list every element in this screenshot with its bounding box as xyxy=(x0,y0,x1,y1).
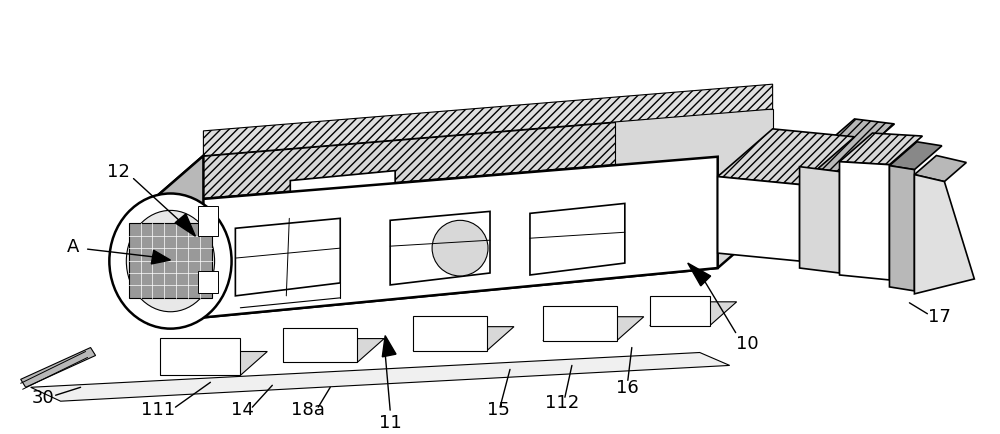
Text: 15: 15 xyxy=(487,400,509,418)
Polygon shape xyxy=(151,251,170,264)
Polygon shape xyxy=(840,162,889,280)
Polygon shape xyxy=(688,263,711,286)
FancyBboxPatch shape xyxy=(198,271,218,293)
Text: 11: 11 xyxy=(379,413,402,431)
Polygon shape xyxy=(283,339,384,362)
Text: 16: 16 xyxy=(616,378,639,396)
Polygon shape xyxy=(530,204,625,275)
Polygon shape xyxy=(914,156,966,182)
Text: 12: 12 xyxy=(107,162,130,180)
Polygon shape xyxy=(290,171,395,249)
Polygon shape xyxy=(160,352,267,375)
FancyBboxPatch shape xyxy=(198,207,218,237)
Polygon shape xyxy=(160,338,240,375)
Polygon shape xyxy=(235,219,340,296)
Text: 14: 14 xyxy=(231,400,254,418)
Polygon shape xyxy=(718,130,855,185)
Polygon shape xyxy=(889,142,942,170)
Text: 111: 111 xyxy=(141,400,176,418)
Polygon shape xyxy=(382,336,396,357)
FancyBboxPatch shape xyxy=(129,224,212,298)
Polygon shape xyxy=(390,212,490,285)
Polygon shape xyxy=(203,85,773,156)
Ellipse shape xyxy=(126,211,215,312)
Polygon shape xyxy=(650,302,737,326)
Ellipse shape xyxy=(109,194,232,329)
Text: 30: 30 xyxy=(31,388,54,406)
Polygon shape xyxy=(543,317,644,341)
Polygon shape xyxy=(543,306,617,341)
Text: A: A xyxy=(66,237,79,256)
Polygon shape xyxy=(800,120,894,172)
Polygon shape xyxy=(889,166,914,291)
Polygon shape xyxy=(615,110,773,174)
Text: 10: 10 xyxy=(736,334,759,352)
Polygon shape xyxy=(840,134,922,165)
Text: 18a: 18a xyxy=(291,400,325,418)
Polygon shape xyxy=(914,175,974,294)
Polygon shape xyxy=(413,316,487,351)
Polygon shape xyxy=(21,348,96,388)
Text: 112: 112 xyxy=(545,393,579,411)
Polygon shape xyxy=(148,110,773,204)
Text: 17: 17 xyxy=(928,307,951,325)
Polygon shape xyxy=(283,328,357,362)
Polygon shape xyxy=(800,167,840,273)
Circle shape xyxy=(432,221,488,276)
Polygon shape xyxy=(413,327,514,351)
Polygon shape xyxy=(650,296,710,326)
Polygon shape xyxy=(175,214,195,237)
Polygon shape xyxy=(148,158,718,323)
Polygon shape xyxy=(718,177,800,261)
Polygon shape xyxy=(31,353,730,401)
Polygon shape xyxy=(148,221,773,323)
Polygon shape xyxy=(148,156,203,323)
